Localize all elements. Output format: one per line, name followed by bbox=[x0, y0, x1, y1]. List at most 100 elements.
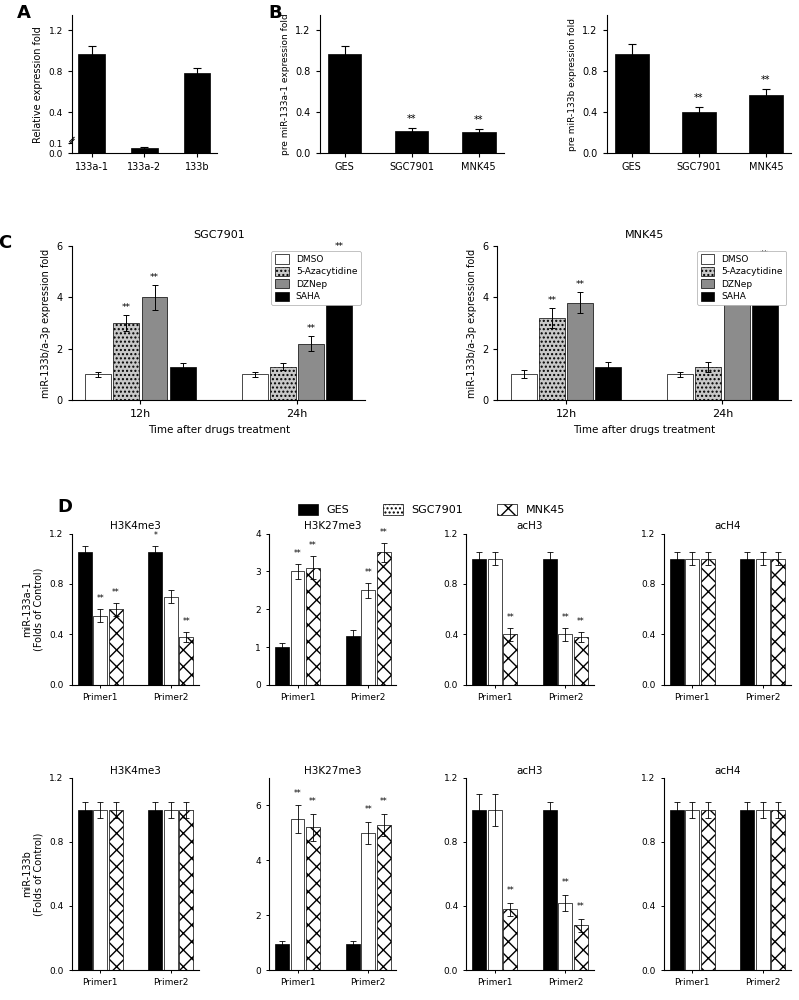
Title: acH3: acH3 bbox=[517, 521, 543, 531]
Text: **: ** bbox=[732, 265, 741, 274]
Bar bbox=[131, 148, 157, 153]
Bar bbox=[270, 367, 296, 400]
Title: H3K27me3: H3K27me3 bbox=[304, 521, 362, 531]
Y-axis label: miR-133b/a-3p expression fold: miR-133b/a-3p expression fold bbox=[41, 249, 51, 398]
Title: H3K4me3: H3K4me3 bbox=[110, 521, 161, 531]
Bar bbox=[756, 559, 769, 685]
Bar bbox=[756, 810, 769, 970]
Bar bbox=[395, 131, 428, 153]
Y-axis label: Relative expression fold: Relative expression fold bbox=[33, 26, 43, 143]
Bar bbox=[615, 54, 649, 153]
Bar bbox=[361, 833, 376, 970]
Text: **: ** bbox=[364, 568, 372, 577]
Bar bbox=[740, 559, 754, 685]
Bar bbox=[701, 810, 714, 970]
Bar bbox=[771, 559, 785, 685]
Text: **: ** bbox=[97, 594, 104, 603]
Title: acH3: acH3 bbox=[517, 766, 543, 776]
Title: H3K27me3: H3K27me3 bbox=[304, 766, 362, 776]
Bar bbox=[503, 634, 517, 685]
Text: **: ** bbox=[507, 886, 515, 895]
Bar bbox=[275, 944, 289, 970]
Title: H3K4me3: H3K4me3 bbox=[110, 766, 161, 776]
Text: **: ** bbox=[335, 242, 344, 251]
Bar bbox=[275, 647, 289, 685]
Text: **: ** bbox=[112, 588, 120, 597]
Bar bbox=[740, 810, 754, 970]
Text: **: ** bbox=[307, 324, 316, 333]
Bar bbox=[376, 552, 391, 685]
Text: C: C bbox=[0, 234, 12, 252]
X-axis label: Time after drugs treatment: Time after drugs treatment bbox=[148, 425, 290, 435]
Bar bbox=[361, 590, 376, 685]
Bar bbox=[306, 568, 320, 685]
Text: **: ** bbox=[150, 273, 159, 282]
Y-axis label: pre miR-133b expression fold: pre miR-133b expression fold bbox=[567, 18, 577, 151]
Text: **: ** bbox=[407, 114, 416, 124]
Text: B: B bbox=[268, 4, 281, 22]
Bar bbox=[487, 559, 502, 685]
Text: **: ** bbox=[309, 541, 317, 550]
Bar bbox=[291, 571, 304, 685]
Bar bbox=[472, 810, 487, 970]
Text: **: ** bbox=[760, 250, 769, 259]
Legend: GES, SGC7901, MNK45: GES, SGC7901, MNK45 bbox=[296, 502, 567, 517]
Text: **: ** bbox=[761, 75, 770, 85]
Bar bbox=[685, 810, 699, 970]
Bar bbox=[184, 73, 210, 153]
Text: **: ** bbox=[293, 549, 301, 558]
Text: **: ** bbox=[293, 789, 301, 798]
Bar bbox=[78, 810, 92, 970]
Bar bbox=[78, 54, 105, 153]
Y-axis label: miR-133b/a-3p expression fold: miR-133b/a-3p expression fold bbox=[467, 249, 477, 398]
Bar bbox=[559, 634, 572, 685]
Bar bbox=[113, 323, 139, 400]
Text: **: ** bbox=[380, 528, 388, 537]
Bar bbox=[462, 132, 495, 153]
Y-axis label: miR-133b
(Folds of Control): miR-133b (Folds of Control) bbox=[22, 832, 44, 916]
Legend: DMSO, 5-Azacytidine, DZNep, SAHA: DMSO, 5-Azacytidine, DZNep, SAHA bbox=[697, 251, 786, 305]
Y-axis label: pre miR-133a-1 expression fold: pre miR-133a-1 expression fold bbox=[280, 13, 289, 155]
Bar bbox=[164, 597, 178, 685]
Bar bbox=[595, 367, 622, 400]
Bar bbox=[328, 54, 361, 153]
Text: **: ** bbox=[364, 805, 372, 814]
Text: D: D bbox=[58, 498, 73, 516]
Text: **: ** bbox=[577, 617, 585, 626]
Bar bbox=[472, 559, 487, 685]
Bar bbox=[141, 297, 168, 400]
Text: A: A bbox=[17, 4, 30, 22]
Bar bbox=[326, 267, 352, 400]
Bar bbox=[346, 944, 360, 970]
Bar bbox=[169, 367, 196, 400]
Legend: DMSO, 5-Azacytidine, DZNep, SAHA: DMSO, 5-Azacytidine, DZNep, SAHA bbox=[272, 251, 361, 305]
Y-axis label: miR-133a-1
(Folds of Control): miR-133a-1 (Folds of Control) bbox=[22, 568, 44, 651]
Bar bbox=[291, 819, 304, 970]
Text: **: ** bbox=[575, 280, 585, 289]
Text: *: * bbox=[153, 531, 157, 540]
Bar bbox=[164, 810, 178, 970]
Text: **: ** bbox=[694, 93, 704, 103]
Bar bbox=[574, 637, 588, 685]
Text: **: ** bbox=[577, 902, 585, 911]
Text: **: ** bbox=[562, 613, 570, 622]
Bar bbox=[749, 95, 783, 153]
Title: acH4: acH4 bbox=[714, 521, 741, 531]
Bar bbox=[667, 374, 694, 400]
Title: SGC7901: SGC7901 bbox=[193, 230, 244, 240]
Bar bbox=[670, 559, 683, 685]
Text: **: ** bbox=[122, 303, 131, 312]
Bar bbox=[109, 810, 123, 970]
Title: MNK45: MNK45 bbox=[625, 230, 664, 240]
Bar bbox=[701, 559, 714, 685]
Bar bbox=[724, 290, 749, 400]
Bar bbox=[670, 810, 683, 970]
Bar bbox=[180, 810, 193, 970]
Text: **: ** bbox=[309, 797, 317, 806]
Text: **: ** bbox=[562, 878, 570, 887]
Bar bbox=[149, 810, 162, 970]
Text: **: ** bbox=[547, 296, 556, 305]
Bar bbox=[543, 559, 557, 685]
Bar bbox=[149, 552, 162, 685]
Bar bbox=[85, 374, 111, 400]
